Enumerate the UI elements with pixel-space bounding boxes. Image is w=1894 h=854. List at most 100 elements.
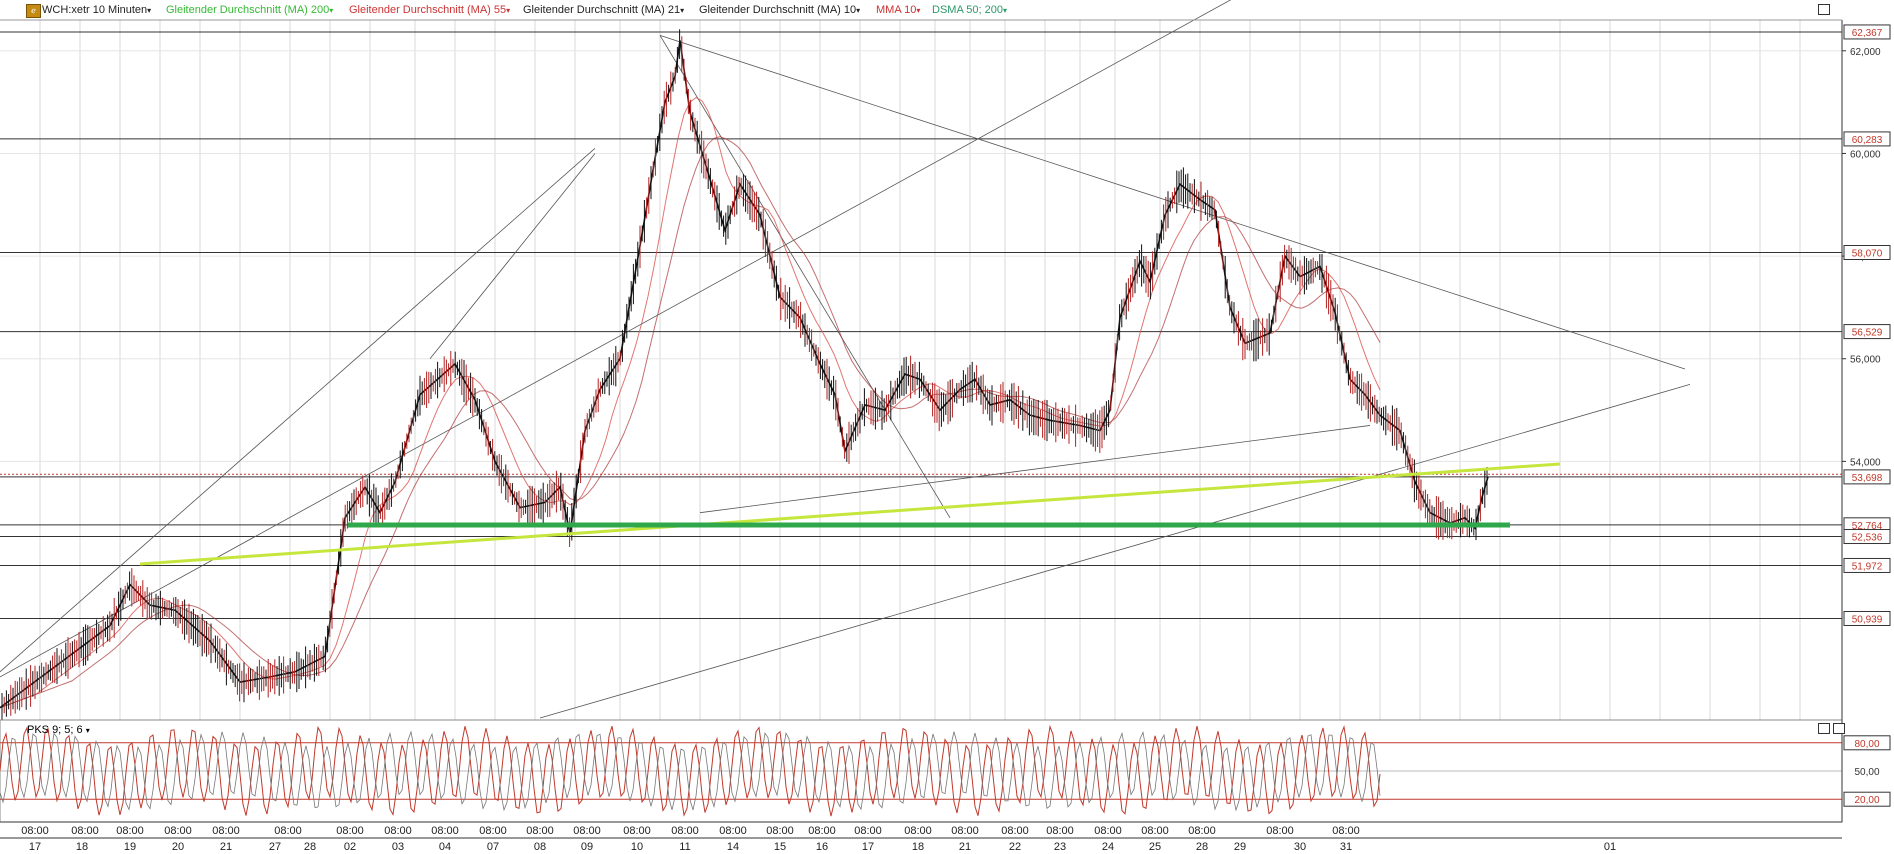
chevron-down-icon: ▾ [329, 6, 334, 15]
legend-mma-label: MMA 10 [876, 4, 917, 16]
close-oscillator-button[interactable] [1833, 723, 1845, 734]
date-axis-label: 15 [774, 841, 786, 853]
date-axis-label: 18 [76, 841, 88, 853]
time-axis-label: 08:00 [212, 825, 240, 837]
date-axis-label: 21 [959, 841, 971, 853]
price-level-box [1843, 557, 1891, 573]
oscillator-level-box [1844, 764, 1890, 778]
oscillator-name: PKS 9; 5; 6 [27, 724, 83, 736]
price-tick-label: 56,000 [1850, 355, 1881, 366]
date-axis-label: 17 [862, 841, 874, 853]
date-axis-label: 20 [172, 841, 184, 853]
oscillator-d-line [0, 730, 1381, 812]
price-level-box [1843, 324, 1891, 340]
oscillator-axis-label: 20,00 [1854, 795, 1879, 806]
oscillator-panel [0, 719, 1843, 823]
chart-logo-icon[interactable]: ℯ [26, 4, 41, 18]
date-axis-label: 31 [1340, 841, 1352, 853]
legend-ma10[interactable]: Gleitender Durchschnitt (MA) 10▾ [699, 0, 860, 21]
trendline[interactable] [539, 384, 1691, 719]
date-axis-label: 03 [392, 841, 404, 853]
price-level-label: 50,939 [1852, 614, 1883, 625]
price-level-label: 58,070 [1852, 248, 1883, 259]
date-axis-label: 27 [269, 841, 281, 853]
oscillator-level-box [1843, 735, 1891, 751]
ma-21-line [0, 136, 1381, 709]
time-axis-label: 08:00 [336, 825, 364, 837]
time-axis-label: 08:00 [1001, 825, 1029, 837]
time-axis-label: 08:00 [71, 825, 99, 837]
date-axis-label: 04 [439, 841, 451, 853]
price-level-box [1843, 610, 1891, 626]
oscillator-axis-label: 50,00 [1854, 767, 1879, 778]
symbol-selector[interactable]: WCH:xetr 10 Minuten▾ [42, 0, 151, 21]
trendline[interactable] [0, 148, 596, 673]
legend-bar: ℯ WCH:xetr 10 Minuten▾ Gleitender Durchs… [0, 0, 1840, 20]
price-level-label: 56,529 [1852, 328, 1883, 339]
date-axis-label: 22 [1009, 841, 1021, 853]
time-axis-label: 08:00 [671, 825, 699, 837]
date-axis-label: 14 [727, 841, 739, 853]
time-axis-label: 08:00 [719, 825, 747, 837]
time-axis-label: 08:00 [274, 825, 302, 837]
time-axis-label: 08:00 [573, 825, 601, 837]
price-tick-label: 62,000 [1850, 47, 1881, 58]
time-axis-label: 08:00 [116, 825, 144, 837]
price-level-label: 52,764 [1852, 521, 1883, 532]
time-axis-label: 08:00 [21, 825, 49, 837]
date-axis-label: 24 [1102, 841, 1114, 853]
legend-ma55-label: Gleitender Durchschnitt (MA) 55 [349, 4, 507, 16]
price-level-box [1843, 469, 1891, 485]
legend-ma55[interactable]: Gleitender Durchschnitt (MA) 55▾ [349, 0, 510, 21]
time-axis-label: 08:00 [1332, 825, 1360, 837]
time-axis-label: 08:00 [164, 825, 192, 837]
date-axis-label: 08 [534, 841, 546, 853]
trendline[interactable] [429, 153, 596, 359]
price-level-label: 62,367 [1852, 28, 1883, 39]
legend-dsma[interactable]: DSMA 50; 200▾ [932, 0, 1007, 21]
time-axis-label: 08:00 [1266, 825, 1294, 837]
date-axis-label: 21 [220, 841, 232, 853]
date-axis-label: 02 [344, 841, 356, 853]
price-level-box [1843, 244, 1891, 260]
oscillator-label[interactable]: PKS 9; 5; 6 ▾ [27, 723, 90, 738]
legend-ma200[interactable]: Gleitender Durchschnitt (MA) 200▾ [166, 0, 333, 21]
support-lines[interactable] [139, 462, 1561, 566]
price-series [0, 29, 1489, 721]
price-tick-label: 60,000 [1850, 149, 1881, 160]
chevron-down-icon: ▾ [916, 6, 921, 15]
trendline[interactable] [659, 35, 951, 519]
legend-ma10-label: Gleitender Durchschnitt (MA) 10 [699, 4, 857, 16]
maximize-chart-button[interactable] [1818, 4, 1830, 15]
legend-dsma-label: DSMA 50; 200 [932, 4, 1003, 16]
date-axis-label: 19 [124, 841, 136, 853]
price-tick-label: 54,000 [1850, 457, 1881, 468]
oscillator-level-box [1843, 791, 1891, 807]
legend-ma21[interactable]: Gleitender Durchschnitt (MA) 21▾ [523, 0, 684, 21]
legend-ma200-label: Gleitender Durchschnitt (MA) 200 [166, 4, 330, 16]
chevron-down-icon: ▾ [856, 6, 861, 15]
interval-label: 10 Minuten [92, 4, 148, 16]
date-axis-label: 16 [816, 841, 828, 853]
chevron-down-icon: ▾ [147, 6, 152, 15]
date-axis-label: 28 [304, 841, 316, 853]
horizontal-levels[interactable] [0, 31, 1842, 619]
maximize-oscillator-button[interactable] [1818, 723, 1830, 734]
time-axis-label: 08:00 [1046, 825, 1074, 837]
time-axis-label: 08:00 [808, 825, 836, 837]
time-axis-label: 08:00 [951, 825, 979, 837]
date-axis-label: 23 [1054, 841, 1066, 853]
rising-support-line[interactable] [139, 462, 1561, 566]
date-axis-label: 10 [631, 841, 643, 853]
trendline[interactable] [699, 425, 1371, 514]
price-level-label: 51,972 [1852, 561, 1883, 572]
legend-mma[interactable]: MMA 10▾ [876, 0, 920, 21]
price-level-label: 52,536 [1852, 533, 1883, 544]
price-level-box [1843, 24, 1891, 40]
chevron-down-icon: ▾ [1002, 6, 1007, 15]
time-axis-label: 08:00 [1141, 825, 1169, 837]
date-axis-label: 30 [1294, 841, 1306, 853]
price-level-box [1843, 131, 1891, 147]
